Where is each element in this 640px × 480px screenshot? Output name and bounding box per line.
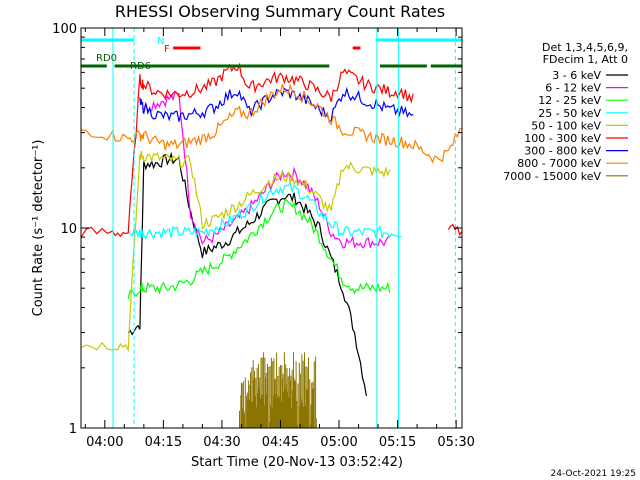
- x-tick-label: 04:00: [86, 435, 123, 450]
- axis-layer: 04:00 04:15 04:30 04:45 05:00 05:15 05:30 1 10 10…: [52, 22, 475, 450]
- x-tick-label: 04:45: [262, 435, 299, 450]
- chart-title: RHESSI Observing Summary Count Rates: [115, 2, 445, 21]
- series-2: [127, 198, 391, 299]
- y-tick-label: 100: [52, 22, 77, 37]
- event-bar-flag: [173, 46, 201, 50]
- series-5: [81, 62, 462, 238]
- series-line: [127, 181, 402, 240]
- legend-label: 6 - 12 keV: [545, 82, 601, 95]
- x-tick-label: 04:15: [145, 435, 182, 450]
- event-bar-night: [81, 38, 135, 42]
- event-bar-rd: [380, 64, 427, 68]
- series-line: [127, 198, 391, 299]
- marker-label-f: F: [164, 44, 170, 55]
- legend-label: 12 - 25 keV: [538, 94, 601, 107]
- legend-label: 3 - 6 keV: [552, 69, 601, 82]
- series-line: [81, 83, 462, 164]
- event-bar-rd: [430, 64, 462, 68]
- x-tick-label: 05:00: [320, 435, 357, 450]
- series-line: [81, 150, 391, 353]
- series-line: [139, 86, 414, 123]
- y-tick-label: 1: [69, 422, 77, 437]
- legend-label: 300 - 800 keV: [524, 145, 601, 158]
- series-line: [81, 62, 414, 238]
- x-tick-label: 05:15: [379, 435, 416, 450]
- x-tick-label: 05:30: [437, 435, 474, 450]
- legend-label: 800 - 7000 keV: [517, 157, 601, 170]
- event-bar-night: [376, 38, 462, 42]
- legend-label: 50 - 100 keV: [531, 119, 601, 132]
- legend-label: 100 - 300 keV: [524, 132, 601, 145]
- series-0: [127, 151, 367, 397]
- event-bar-rd: [114, 64, 330, 68]
- marker-label-n: N: [157, 36, 164, 47]
- legend-header: Det 1,3,4,5,6,9,: [542, 41, 628, 54]
- x-tick-label: 04:30: [203, 435, 240, 450]
- series-7: [81, 83, 462, 164]
- series-line: [239, 352, 317, 428]
- legend-label: 7000 - 15000 keV: [503, 170, 601, 183]
- series-8: [239, 352, 317, 428]
- marker-label-rd0: RD0: [96, 53, 117, 64]
- marker-label-rd6: RD6: [130, 61, 151, 72]
- footer-date: 24-Oct-2021 19:25: [551, 469, 636, 479]
- y-axis-label: Count Rate (s⁻¹ detector⁻¹): [31, 140, 46, 317]
- event-bar-flag: [352, 46, 361, 50]
- legend-header: FDecim 1, Att 0: [543, 53, 628, 66]
- series-line: [127, 151, 367, 397]
- legend-label: 25 - 50 keV: [538, 107, 601, 120]
- series-4: [81, 150, 391, 353]
- x-axis-label: Start Time (20-Nov-13 03:52:42): [191, 455, 403, 470]
- series-6: [139, 86, 414, 123]
- annotation-layer: NF RD0 RD6: [81, 28, 462, 428]
- series-layer: [81, 62, 462, 428]
- legend: Det 1,3,4,5,6,9,FDecim 1, Att 0 3 - 6 keV…: [503, 41, 628, 183]
- series-3: [127, 181, 402, 240]
- series-line: [447, 223, 462, 237]
- y-tick-label: 10: [60, 222, 77, 237]
- event-bar-rd: [81, 64, 107, 68]
